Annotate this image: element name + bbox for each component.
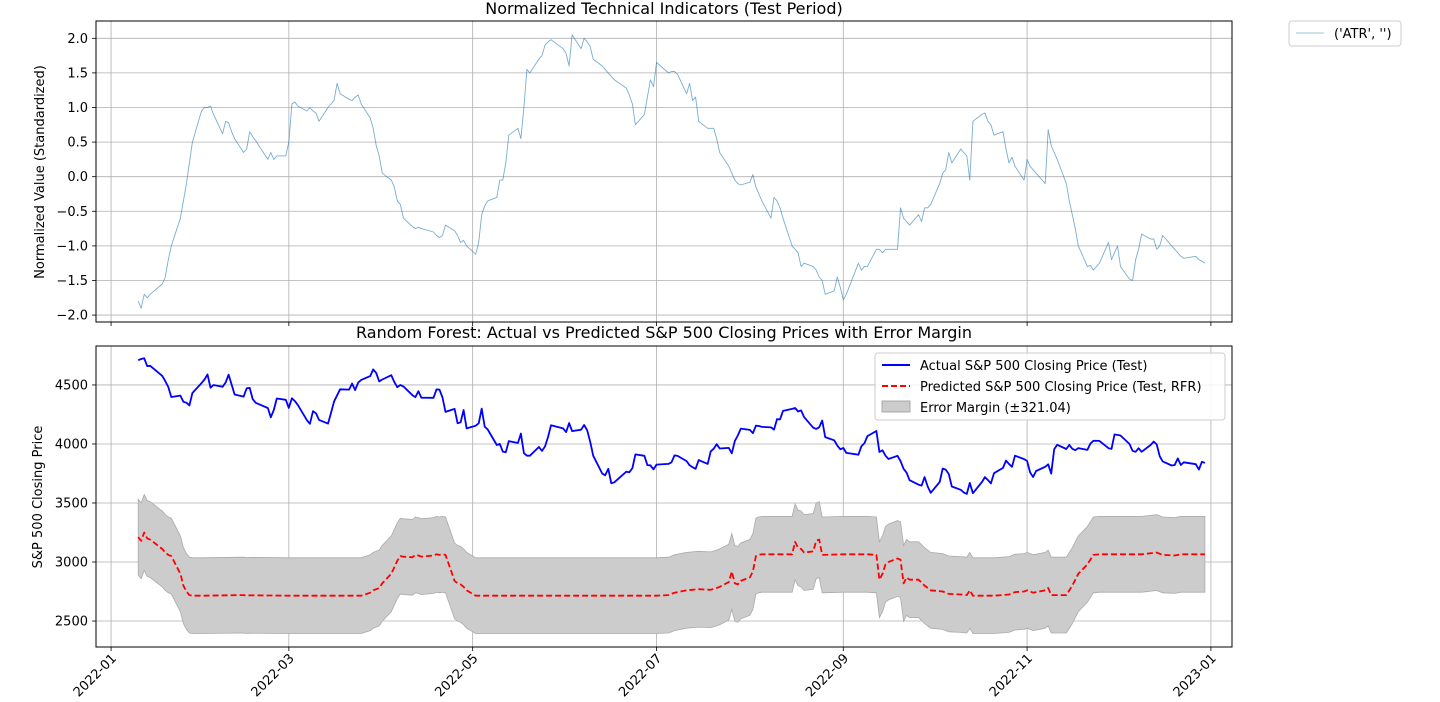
series-layer <box>137 357 1206 634</box>
y-ticks: 2500 3000 3500 4000 4500 <box>55 378 96 630</box>
series-layer <box>137 34 1206 309</box>
y-tick-label: 0.0 <box>67 170 88 185</box>
chart-title: Random Forest: Actual vs Predicted S&P 5… <box>356 323 972 342</box>
legend-label-actual: Actual S&P 500 Closing Price (Test) <box>920 359 1147 374</box>
y-tick-label: 3500 <box>55 496 88 511</box>
series-line-actual <box>137 357 1206 495</box>
legend-box <box>1288 20 1402 47</box>
x-tick-label: 2022-11 <box>987 651 1036 700</box>
series-line-predicted <box>137 531 1205 597</box>
axes-frame <box>95 345 1233 648</box>
x-tick-label: 2022-09 <box>803 651 852 700</box>
x-tick-label: 2022-01 <box>71 651 120 700</box>
y-tick-label: 4500 <box>55 378 88 393</box>
x-ticks <box>110 322 1212 326</box>
chart-title: Normalized Technical Indicators (Test Pe… <box>485 0 842 18</box>
x-tick-label: 2022-03 <box>249 651 298 700</box>
y-tick-label: 4000 <box>55 437 88 452</box>
y-tick-label: −1.5 <box>56 274 88 289</box>
y-tick-label: 2500 <box>55 615 88 630</box>
legend-box <box>874 352 1226 421</box>
x-ticks: 2022-01 2022-03 2022-05 2022-07 2022-09 2022-… <box>71 647 1220 700</box>
y-axis-label: S&P 500 Closing Price <box>31 426 46 569</box>
y-tick-label: 3000 <box>55 556 88 571</box>
y-tick-label: 2.0 <box>67 32 88 47</box>
y-axis-label: Normalized Value (Standardized) <box>33 65 48 279</box>
y-tick-label: 1.5 <box>67 66 88 81</box>
legend-label-error-margin: Error Margin (±321.04) <box>920 401 1071 416</box>
y-ticks: −2.0 −1.5 −1.0 −0.5 0.0 0.5 1.0 1.5 2.0 <box>56 32 96 324</box>
legend-label: ('ATR', '') <box>1334 27 1392 42</box>
series-line-atr <box>137 34 1206 309</box>
y-tick-label: 0.5 <box>67 136 88 151</box>
legend-swatch-error-margin <box>881 400 911 413</box>
legend: ('ATR', '') <box>1288 20 1402 47</box>
y-tick-label: −2.0 <box>56 309 88 324</box>
legend: Actual S&P 500 Closing Price (Test) Pred… <box>874 352 1226 421</box>
legend-label-predicted: Predicted S&P 500 Closing Price (Test, R… <box>920 380 1202 395</box>
x-tick-label: 2022-07 <box>616 651 665 700</box>
indicators-subplot: −2.0 −1.5 −1.0 −0.5 0.0 0.5 1.0 1.5 2.0 Normaliz… <box>33 0 1402 326</box>
grid <box>96 21 1232 322</box>
x-tick-label: 2022-05 <box>432 651 481 700</box>
y-tick-label: 1.0 <box>67 101 88 116</box>
y-tick-label: −0.5 <box>56 205 88 220</box>
error-margin-band <box>137 493 1206 634</box>
x-tick-label: 2023-01 <box>1171 651 1220 700</box>
axes-frame <box>95 20 1233 323</box>
y-tick-label: −1.0 <box>56 239 88 254</box>
